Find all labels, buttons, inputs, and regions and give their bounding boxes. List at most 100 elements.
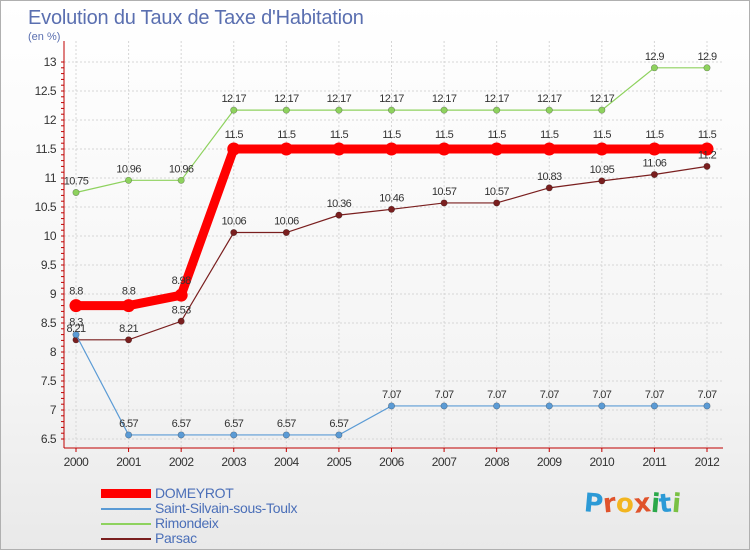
- data-point: [542, 142, 556, 156]
- data-label: 10.96: [169, 163, 194, 175]
- data-label: 12.17: [484, 93, 509, 105]
- y-unit-label: (en %): [28, 31, 61, 43]
- legend-swatch: [101, 522, 151, 525]
- data-point: [598, 177, 606, 185]
- data-point: [230, 229, 238, 237]
- data-point: [545, 184, 553, 192]
- data-point: [598, 106, 606, 114]
- data-label: 11.5: [540, 129, 559, 141]
- data-label: 10.46: [379, 192, 404, 204]
- data-point: [72, 331, 80, 339]
- data-point: [125, 431, 133, 439]
- data-label: 11.2: [698, 149, 717, 161]
- data-label: 10.57: [484, 186, 509, 198]
- legend-swatch: [101, 507, 151, 510]
- legend-item: Rimondeix: [101, 516, 297, 531]
- x-tick-label: 2008: [484, 455, 510, 469]
- data-label: 7.07: [540, 389, 559, 401]
- data-label: 11.5: [330, 129, 349, 141]
- chart-title: Evolution du Taux de Taxe d'Habitation: [28, 7, 364, 29]
- y-tick-label: 8: [50, 345, 57, 359]
- y-tick-label: 11: [45, 171, 57, 185]
- data-point: [227, 142, 241, 156]
- data-label: 6.57: [277, 418, 296, 430]
- data-label: 11.5: [435, 129, 454, 141]
- data-point: [387, 402, 395, 410]
- data-label: 6.57: [224, 418, 243, 430]
- x-tick-label: 2005: [327, 455, 353, 469]
- legend-label: Saint-Silvain-sous-Toulx: [155, 500, 298, 516]
- data-point: [282, 431, 290, 439]
- data-point: [387, 205, 395, 213]
- x-tick-label: 2001: [116, 455, 142, 469]
- data-point: [545, 402, 553, 410]
- data-point: [174, 288, 188, 302]
- proxiti-logo: Proxiti: [583, 488, 683, 520]
- x-tick-label: 2000: [64, 455, 90, 469]
- data-point: [703, 162, 711, 170]
- legend: DOMEYROT Saint-Silvain-sous-Toulx Rimondei…: [101, 486, 298, 546]
- legend-item: DOMEYROT: [101, 486, 297, 501]
- y-tick-label: 10: [44, 229, 57, 243]
- legend-label: Parsac: [155, 530, 197, 546]
- data-point: [177, 317, 185, 325]
- data-label: 12.17: [590, 93, 615, 105]
- data-point: [335, 106, 343, 114]
- data-label: 6.57: [329, 418, 348, 430]
- data-point: [387, 106, 395, 114]
- x-tick-label: 2002: [169, 455, 195, 469]
- x-tick-label: 2007: [432, 455, 458, 469]
- data-point: [545, 106, 553, 114]
- data-label: 11.5: [277, 129, 296, 141]
- data-point: [440, 106, 448, 114]
- data-point: [490, 142, 504, 156]
- data-label: 10.36: [327, 198, 352, 210]
- x-tick-label: 2003: [221, 455, 247, 469]
- legend-item: Saint-Silvain-sous-Toulx: [101, 500, 298, 516]
- data-label: 11.06: [643, 158, 667, 170]
- data-label: 11.5: [698, 129, 717, 141]
- data-point: [230, 106, 238, 114]
- data-point: [703, 64, 711, 72]
- y-tick-label: 7.5: [41, 374, 57, 388]
- y-tick-label: 10.5: [35, 200, 57, 214]
- data-point: [493, 402, 501, 410]
- data-label: 7.07: [382, 389, 401, 401]
- data-point: [647, 142, 661, 156]
- data-label: 6.57: [172, 418, 191, 430]
- data-label: 12.17: [274, 93, 299, 105]
- data-point: [650, 64, 658, 72]
- data-point: [279, 142, 293, 156]
- data-point: [230, 431, 238, 439]
- data-point: [177, 176, 185, 184]
- x-tick-label: 2004: [274, 455, 300, 469]
- data-label: 7.07: [435, 389, 454, 401]
- data-label: 10.06: [221, 216, 246, 228]
- data-point: [282, 229, 290, 237]
- data-point: [125, 336, 133, 344]
- y-tick-label: 12.5: [35, 84, 57, 98]
- x-tick-label: 2009: [537, 455, 563, 469]
- data-label: 11.5: [488, 129, 507, 141]
- legend-swatch: [101, 489, 151, 498]
- data-label: 8.21: [119, 323, 138, 335]
- legend-swatch: [101, 537, 151, 540]
- data-label: 7.07: [592, 389, 611, 401]
- data-label: 12.17: [221, 93, 246, 105]
- data-label: 7.07: [645, 389, 664, 401]
- data-point: [440, 402, 448, 410]
- data-label: 12.9: [697, 51, 716, 63]
- data-label: 12.17: [379, 93, 404, 105]
- x-tick-label: 2006: [379, 455, 405, 469]
- data-point: [493, 106, 501, 114]
- data-point: [385, 142, 398, 156]
- data-point: [598, 402, 606, 410]
- data-label: 11.5: [645, 129, 664, 141]
- data-label: 8.98: [172, 275, 191, 287]
- data-label: 8.53: [172, 304, 191, 316]
- logo-letter: i: [670, 488, 683, 520]
- data-point: [440, 199, 448, 207]
- data-label: 12.17: [327, 93, 352, 105]
- y-tick-label: 9.5: [41, 258, 57, 272]
